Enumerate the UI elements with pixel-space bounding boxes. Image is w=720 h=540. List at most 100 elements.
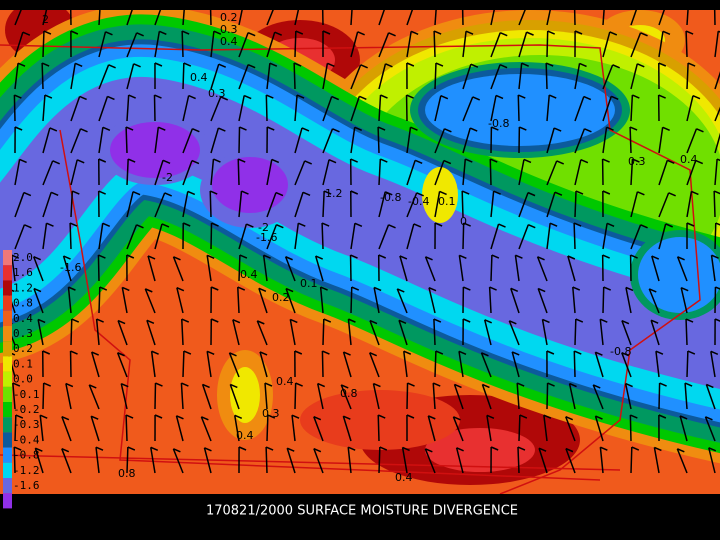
barb-flag bbox=[63, 255, 71, 260]
barb bbox=[294, 160, 306, 186]
barb-flag bbox=[98, 254, 106, 259]
barb bbox=[546, 127, 555, 154]
barb-flag bbox=[648, 288, 657, 293]
legend-label: -0.4 bbox=[13, 433, 40, 446]
barb bbox=[172, 256, 184, 282]
barb bbox=[342, 351, 352, 378]
barb bbox=[592, 384, 604, 410]
barb bbox=[434, 95, 442, 122]
barb-flag bbox=[218, 127, 226, 132]
barb bbox=[98, 31, 107, 58]
barb bbox=[406, 382, 409, 410]
barb bbox=[424, 448, 436, 474]
barb-flag bbox=[388, 32, 396, 37]
barb bbox=[427, 415, 436, 442]
barb-flag bbox=[609, 31, 618, 36]
barb-flag bbox=[128, 94, 136, 99]
barb-flag bbox=[545, 62, 554, 67]
barb-flag bbox=[510, 287, 519, 293]
contour-label: 0.3 bbox=[628, 155, 646, 168]
barb bbox=[462, 127, 471, 154]
legend-label: 0.4 bbox=[13, 312, 33, 325]
contour-label: 0.4 bbox=[680, 153, 698, 166]
barb bbox=[686, 350, 689, 378]
barb-flag bbox=[49, 127, 58, 132]
barb bbox=[650, 319, 660, 346]
barb bbox=[313, 416, 324, 442]
legend-swatch bbox=[3, 386, 12, 402]
barb-flag bbox=[523, 158, 532, 164]
barb bbox=[154, 127, 160, 154]
barb bbox=[378, 63, 387, 90]
barb bbox=[67, 287, 72, 314]
barb bbox=[203, 447, 212, 474]
barb-flag bbox=[296, 94, 305, 99]
barb bbox=[316, 383, 324, 410]
barb-flag bbox=[247, 63, 256, 69]
legend-label: 0.1 bbox=[13, 357, 33, 370]
contour-label: 0.8 bbox=[118, 467, 136, 480]
barb bbox=[121, 287, 128, 314]
contour-label: 0.4 bbox=[190, 71, 208, 84]
contour-label: 0.3 bbox=[262, 407, 280, 420]
barb-flag bbox=[580, 158, 589, 164]
barb-flag bbox=[716, 158, 720, 162]
barb bbox=[210, 63, 220, 90]
barb-flag bbox=[715, 222, 720, 226]
barb-flag bbox=[444, 128, 452, 133]
barb bbox=[289, 319, 296, 346]
barb-flag bbox=[293, 62, 302, 67]
barb-flag bbox=[410, 30, 419, 36]
barb-flag bbox=[538, 447, 547, 452]
barb-flag bbox=[573, 350, 582, 355]
legend-label: -1.6 bbox=[13, 479, 40, 492]
barb bbox=[378, 95, 382, 122]
barb bbox=[602, 127, 608, 154]
legend-label: 1.6 bbox=[13, 266, 33, 279]
barb bbox=[146, 320, 156, 346]
barb bbox=[69, 222, 72, 250]
barb-flag bbox=[515, 254, 523, 259]
contour-labels: 2 0.20.30.40.40.3-0.8-2-21.2-1.6-0.8 -0.4 0… bbox=[42, 11, 698, 484]
barb bbox=[490, 95, 497, 122]
barb bbox=[350, 286, 353, 314]
legend-label: 0.3 bbox=[13, 327, 33, 340]
barb bbox=[545, 62, 548, 90]
barb-flag bbox=[542, 318, 550, 324]
barb-flag bbox=[76, 159, 85, 164]
barb bbox=[537, 288, 548, 314]
barb-flag bbox=[359, 95, 367, 101]
barb-flag bbox=[297, 222, 306, 227]
barb-flag bbox=[88, 384, 97, 389]
barb-flag bbox=[654, 446, 662, 452]
barb-flag bbox=[146, 319, 155, 324]
barb-flag bbox=[517, 94, 526, 99]
barb bbox=[321, 10, 324, 26]
barb bbox=[538, 448, 548, 474]
barb-flag bbox=[456, 447, 464, 452]
barb-flag bbox=[80, 128, 88, 133]
barb bbox=[232, 319, 240, 346]
barb bbox=[313, 448, 324, 474]
barb-flag bbox=[187, 190, 196, 196]
contour-label: 0.4 bbox=[220, 35, 238, 48]
barb-flag bbox=[304, 160, 312, 165]
barb bbox=[574, 96, 585, 122]
barb-flag bbox=[343, 415, 351, 420]
barb-flag bbox=[416, 192, 424, 197]
barb bbox=[624, 383, 632, 410]
barb bbox=[342, 415, 352, 442]
barb-flag bbox=[499, 32, 508, 37]
barb bbox=[126, 158, 129, 186]
barb-flag bbox=[117, 319, 126, 325]
barb-flag bbox=[181, 30, 190, 35]
barb-flag bbox=[629, 126, 638, 131]
barb bbox=[319, 287, 324, 314]
barb-flag bbox=[285, 256, 293, 261]
barb-flag bbox=[486, 414, 495, 420]
blue-area bbox=[425, 74, 615, 146]
barb bbox=[546, 192, 556, 218]
barb bbox=[546, 160, 558, 186]
barb-flag bbox=[464, 158, 473, 163]
barb bbox=[13, 94, 16, 122]
